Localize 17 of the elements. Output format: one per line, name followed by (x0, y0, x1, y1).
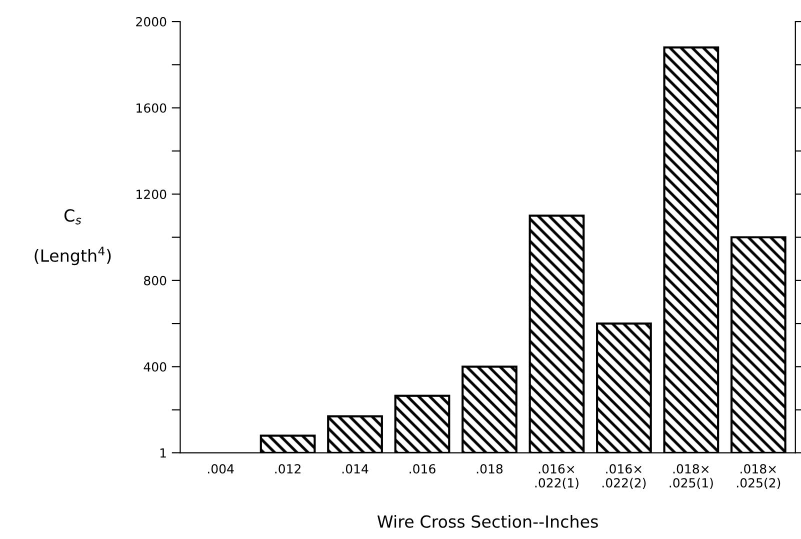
y-tick-label: 1 (160, 448, 166, 458)
x-tick-label: .014 (342, 464, 368, 474)
x-tick-label: .016 (410, 464, 436, 474)
y-tick-label: 400 (144, 362, 166, 372)
x-tick-label: .018× .025(2) (736, 464, 780, 490)
x-tick-label: .016× .022(2) (602, 464, 646, 490)
x-tick-label: .018 (476, 464, 503, 474)
x-axis-title: Wire Cross Section--Inches (377, 514, 598, 528)
y-tick-label: 2000 (136, 17, 166, 26)
text: C$_{s}$ (Length$^{4}$) (34, 209, 111, 266)
x-tick-label: .018× .025(1) (670, 464, 713, 490)
y-tick-label: 800 (144, 276, 166, 286)
x-tick-label: .004 (208, 464, 234, 474)
x-tick-label: .012 (275, 464, 300, 474)
y-tick-label: 1200 (136, 190, 166, 200)
x-tick-label: .016× .022(1) (535, 464, 578, 490)
y-tick-label: 1600 (136, 103, 166, 113)
